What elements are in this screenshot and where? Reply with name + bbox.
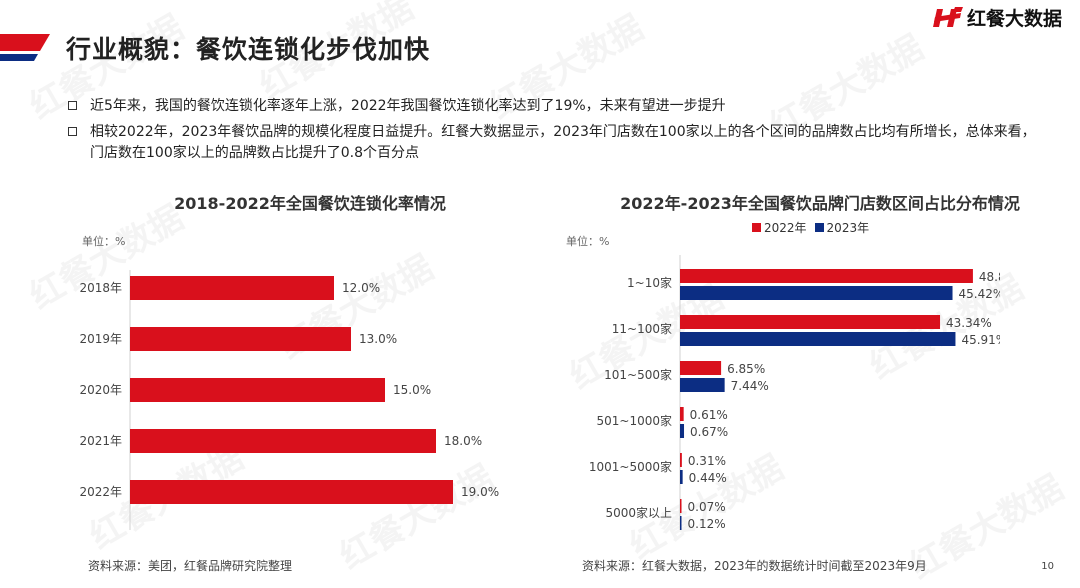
bar <box>130 276 334 300</box>
legend-label-2022: 2022年 <box>764 221 807 235</box>
bar <box>680 516 682 530</box>
left-chart-unit: 单位：% <box>82 235 126 248</box>
value-label: 13.0% <box>359 332 397 346</box>
legend-swatch-2023 <box>814 223 824 232</box>
bar <box>130 480 453 504</box>
category-label: 101~500家 <box>604 367 672 382</box>
value-label: 0.12% <box>688 517 726 531</box>
right-chart-source: 资料来源：红餐大数据，2023年的数据统计时间截至2023年9月 <box>582 559 927 573</box>
value-label: 45.42% <box>959 287 1000 301</box>
bar <box>130 378 385 402</box>
bar <box>130 429 436 453</box>
left-chart-title: 2018-2022年全国餐饮连锁化率情况 <box>174 194 446 213</box>
legend-item-2023: 2023年 <box>814 219 870 236</box>
bullet-text: 近5年来，我国的餐饮连锁化率逐年上涨，2022年我国餐饮连锁化率达到了19%，未… <box>90 98 726 114</box>
category-label: 1~10家 <box>627 275 672 290</box>
bullet-list: 近5年来，我国的餐饮连锁化率逐年上涨，2022年我国餐饮连锁化率达到了19%，未… <box>66 96 1046 169</box>
accent-navy-stripe <box>0 54 38 61</box>
bar <box>680 315 941 329</box>
bar <box>680 269 973 283</box>
category-label: 501~1000家 <box>597 413 673 428</box>
category-label: 2021年 <box>79 434 122 448</box>
bar <box>680 361 722 375</box>
value-label: 48.82% <box>979 270 1000 284</box>
value-label: 43.34% <box>946 316 992 330</box>
value-label: 7.44% <box>731 379 769 393</box>
title-accent-bar <box>0 34 50 61</box>
value-label: 12.0% <box>342 281 380 295</box>
legend-item-2022: 2022年 <box>752 219 807 236</box>
bar <box>680 332 956 346</box>
value-label: 0.61% <box>690 408 728 422</box>
bullet-item: 近5年来，我国的餐饮连锁化率逐年上涨，2022年我国餐饮连锁化率达到了19%，未… <box>66 96 1046 117</box>
right-chart-legend: 2022年 2023年 <box>752 219 877 236</box>
bar <box>680 424 685 438</box>
category-label: 2020年 <box>79 383 122 397</box>
bar <box>680 286 953 300</box>
left-bar-chart: 2018年 12.0% 2019年 13.0% 2020年 15.0% 2021年 18.0%… <box>79 270 499 530</box>
right-chart-title: 2022年-2023年全国餐饮品牌门店数区间占比分布情况 <box>620 194 1020 213</box>
category-label: 5000家以上 <box>605 505 672 520</box>
value-label: 19.0% <box>461 485 499 499</box>
page-title: 行业概貌：餐饮连锁化步伐加快 <box>66 35 431 64</box>
brand-logo: 红餐大数据 <box>932 4 1062 31</box>
brand-logo-text: 红餐大数据 <box>966 8 1062 30</box>
category-label: 1001~5000家 <box>589 459 672 474</box>
value-label: 0.44% <box>689 471 727 485</box>
bar <box>680 499 682 513</box>
bar <box>680 470 683 484</box>
value-label: 18.0% <box>444 434 482 448</box>
value-label: 0.31% <box>688 454 726 468</box>
bar <box>130 327 351 351</box>
brand-logo-icon <box>932 6 963 27</box>
square-bullet-icon <box>68 101 77 110</box>
legend-swatch-2022 <box>752 223 761 232</box>
bar <box>680 453 682 467</box>
category-label: 2019年 <box>79 332 122 346</box>
bullet-text: 相较2022年，2023年餐饮品牌的规模化程度日益提升。红餐大数据显示，2023… <box>90 124 1036 161</box>
left-chart-source: 资料来源：美团，红餐品牌研究院整理 <box>88 559 293 573</box>
right-grouped-bar-chart: 1~10家 48.82% 45.42% 11~100家 43.34% 45.91% 101~… <box>589 255 1000 531</box>
legend-label-2023: 2023年 <box>826 221 870 235</box>
bullet-item: 相较2022年，2023年餐饮品牌的规模化程度日益提升。红餐大数据显示，2023… <box>66 122 1046 164</box>
category-label: 11~100家 <box>612 321 672 336</box>
value-label: 45.91% <box>961 333 1000 347</box>
right-chart-unit: 单位：% <box>566 235 610 248</box>
value-label: 0.07% <box>688 500 726 514</box>
value-label: 0.67% <box>690 425 728 439</box>
square-bullet-icon <box>68 127 77 136</box>
accent-red-stripe <box>0 34 50 51</box>
value-label: 15.0% <box>393 383 431 397</box>
bar <box>680 407 684 421</box>
category-label: 2022年 <box>79 485 122 499</box>
bar <box>680 378 725 392</box>
page-number: 10 <box>1041 561 1054 572</box>
category-label: 2018年 <box>79 281 122 295</box>
value-label: 6.85% <box>727 362 765 376</box>
